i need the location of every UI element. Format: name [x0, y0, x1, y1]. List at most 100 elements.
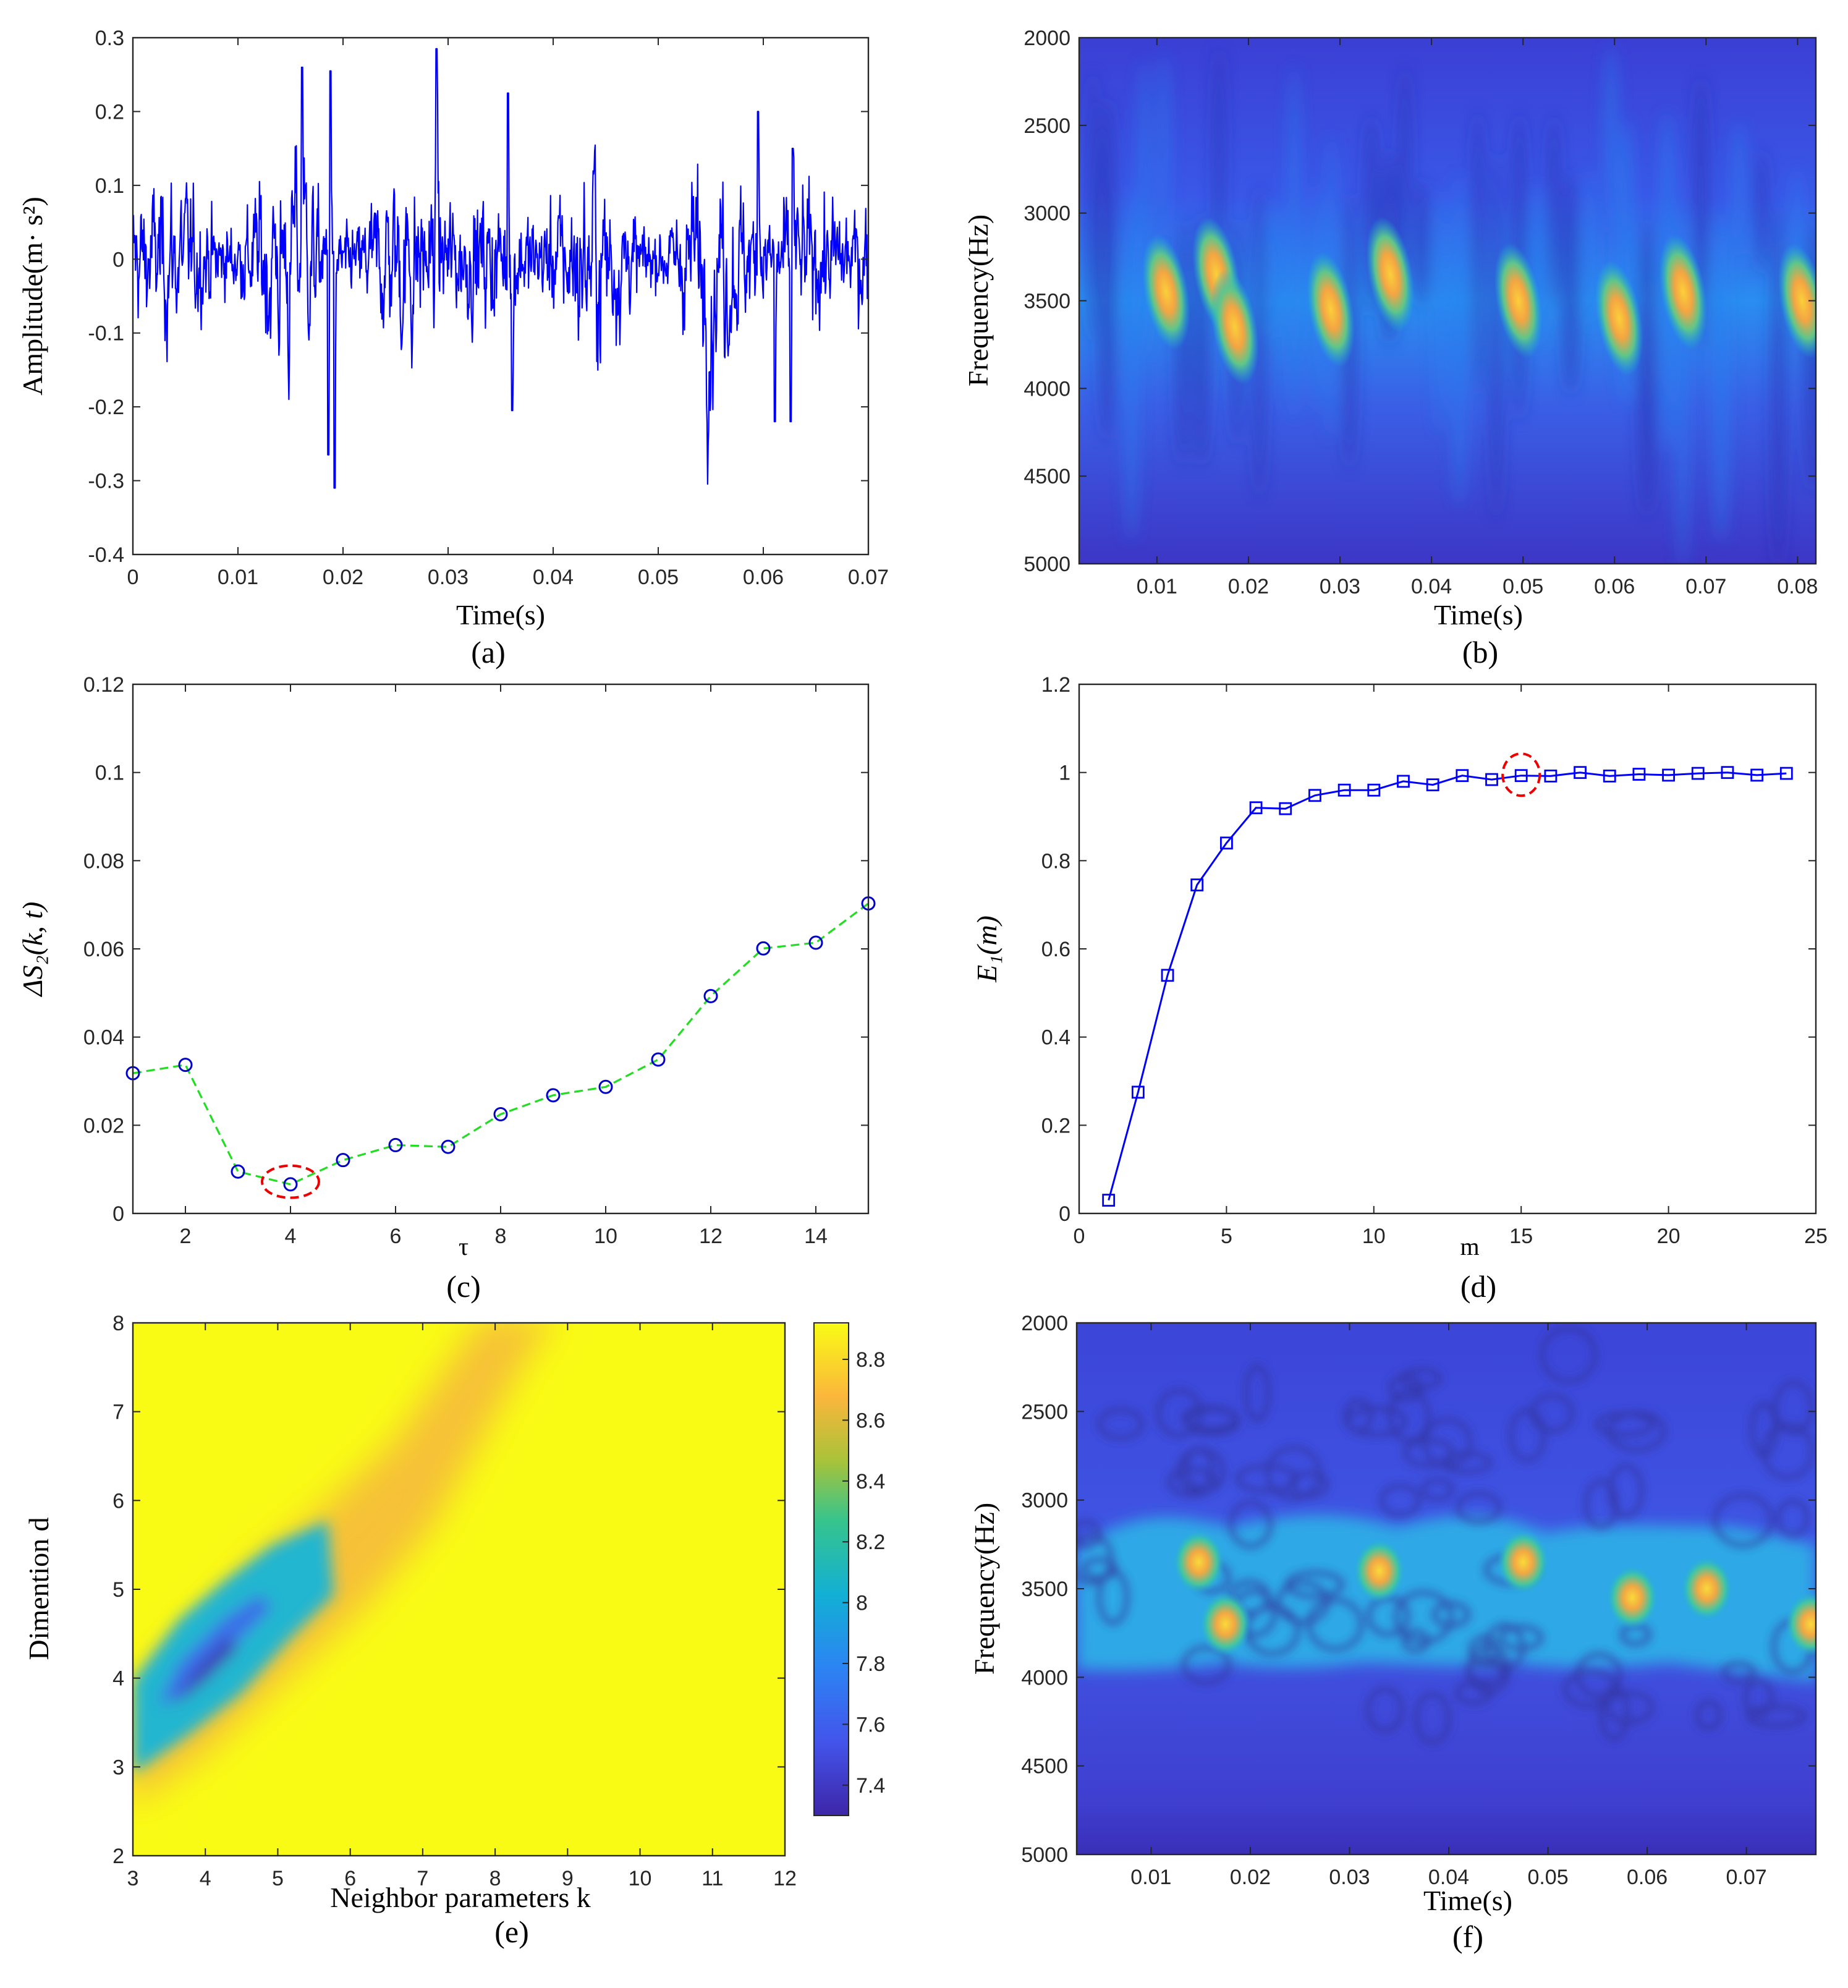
- x-tick-label: 0: [127, 566, 139, 589]
- energy-hotspot: [1659, 234, 1708, 350]
- x-tick-label: 0.02: [1228, 575, 1269, 598]
- x-tick-label: 0.06: [743, 566, 784, 589]
- data-point: [1750, 768, 1764, 782]
- x-tick-label: 4: [200, 1867, 211, 1890]
- texture-loop: [1307, 1597, 1363, 1652]
- y-tick-label: 3500: [1024, 290, 1070, 313]
- x-tick-label: 25: [1804, 1225, 1828, 1248]
- x-tick-label: 12: [773, 1867, 797, 1890]
- texture-stripe: [1253, 184, 1266, 498]
- texture-loop: [1401, 1367, 1443, 1390]
- texture-loop: [1077, 1519, 1101, 1548]
- caption-b: (b): [1462, 635, 1498, 669]
- x-tick-label: 0.02: [1230, 1866, 1271, 1889]
- x-tick-label: 5: [272, 1867, 284, 1890]
- data-point: [1485, 773, 1498, 786]
- x-tick-label: 0.07: [1685, 575, 1726, 598]
- y-tick-label: 2000: [1021, 1312, 1068, 1335]
- delta-s2-line: [132, 903, 869, 1186]
- texture-loop: [1750, 1401, 1778, 1458]
- texture-loop: [1607, 1411, 1667, 1452]
- data-point: [1514, 769, 1528, 783]
- xlabel: Time(s): [1434, 599, 1523, 631]
- xlabel: Time(s): [456, 599, 545, 631]
- x-tick-label: 0.05: [1503, 575, 1543, 598]
- texture-stripe: [1583, 169, 1596, 325]
- y-tick-label: 8: [112, 1312, 124, 1335]
- y-tick-label: 5000: [1021, 1843, 1068, 1867]
- data-point: [1779, 767, 1793, 780]
- y-tick-label: 0.2: [1041, 1114, 1070, 1137]
- data-point: [598, 1079, 613, 1094]
- energy-hotspot: [1784, 1592, 1816, 1657]
- energy-hotspot: [1497, 1530, 1549, 1594]
- texture-loop: [1743, 1678, 1774, 1717]
- data-point: [546, 1088, 561, 1103]
- data-point: [651, 1052, 666, 1067]
- colorbar-tick-label: 7.8: [856, 1652, 885, 1676]
- texture-stripe: [1098, 98, 1116, 441]
- x-tick-label: 10: [1362, 1225, 1386, 1248]
- y-tick-label: 0.6: [1041, 938, 1070, 961]
- x-tick-label: 0.05: [638, 566, 679, 589]
- y-tick-label: 0: [112, 248, 124, 271]
- texture-loop: [1379, 1484, 1421, 1518]
- y-tick-label: -0.3: [88, 470, 124, 493]
- optimal-tau-highlight: [261, 1164, 320, 1199]
- texture-stripe: [1491, 151, 1503, 519]
- energy-hotspot: [1210, 269, 1259, 385]
- x-tick-label: 0.08: [1777, 575, 1818, 598]
- texture-loop: [1441, 1451, 1493, 1474]
- y-tick-label: 4000: [1021, 1666, 1068, 1689]
- x-tick-label: 12: [699, 1225, 723, 1248]
- x-tick-label: 8: [490, 1867, 501, 1890]
- texture-loop: [1077, 1533, 1114, 1585]
- texture-loop: [1176, 1447, 1226, 1495]
- y-tick-label: 0.2: [95, 100, 124, 124]
- xlabel: τ: [459, 1233, 468, 1260]
- panel-b-spectrogram: 0.01 0.02 0.03 0.04 0.05 0.06 0.07 0.08 2000 2500…: [962, 27, 1818, 669]
- signal-waveform: [133, 48, 868, 489]
- data-point: [703, 988, 718, 1003]
- y-tick-label: 0.12: [83, 673, 124, 697]
- x-tick-label: 0.04: [1411, 575, 1452, 598]
- x-tick-label: 0.07: [1726, 1866, 1767, 1889]
- texture-loop: [1776, 1498, 1810, 1537]
- energy-hotspot: [1606, 1565, 1659, 1630]
- data-point: [1190, 878, 1204, 891]
- x-tick-label: 2: [180, 1225, 192, 1248]
- y-tick-label: 4000: [1024, 377, 1070, 401]
- data-point: [1367, 783, 1381, 797]
- data-point: [1397, 775, 1410, 788]
- energy-hotspot: [1366, 216, 1415, 333]
- y-tick-label: 0.1: [95, 174, 124, 198]
- x-tick-label: 0.04: [1428, 1866, 1469, 1889]
- data-point: [808, 935, 823, 950]
- texture-loop: [1540, 1326, 1598, 1383]
- data-point: [493, 1107, 508, 1121]
- energy-hotspot: [1353, 1539, 1405, 1604]
- x-tick-label: 6: [344, 1867, 356, 1890]
- ylabel: Frequency(Hz): [969, 1503, 1000, 1675]
- y-tick-label: 3500: [1021, 1578, 1068, 1601]
- data-point: [1279, 802, 1292, 815]
- x-tick-label: 3: [127, 1867, 139, 1890]
- caption-c: (c): [446, 1269, 481, 1304]
- y-tick-label: 0.04: [83, 1026, 124, 1050]
- x-tick-label: 10: [594, 1225, 617, 1248]
- data-point: [231, 1164, 245, 1179]
- data-point: [1131, 1085, 1145, 1099]
- texture-loop: [1530, 1393, 1575, 1433]
- x-tick-label: 4: [285, 1225, 297, 1248]
- texture-stripe: [1732, 121, 1745, 257]
- texture-stripe: [1124, 184, 1139, 542]
- data-point: [1249, 801, 1263, 815]
- y-tick-label: 2500: [1024, 114, 1070, 138]
- y-tick-label: 2000: [1024, 27, 1070, 50]
- caption-f: (f): [1452, 1919, 1483, 1954]
- colorbar-tick-label: 8.8: [856, 1348, 885, 1372]
- y-tick-label: 4: [112, 1667, 124, 1691]
- colorbar-tick-label: 8.4: [856, 1470, 885, 1493]
- energy-hotspot: [1595, 260, 1643, 376]
